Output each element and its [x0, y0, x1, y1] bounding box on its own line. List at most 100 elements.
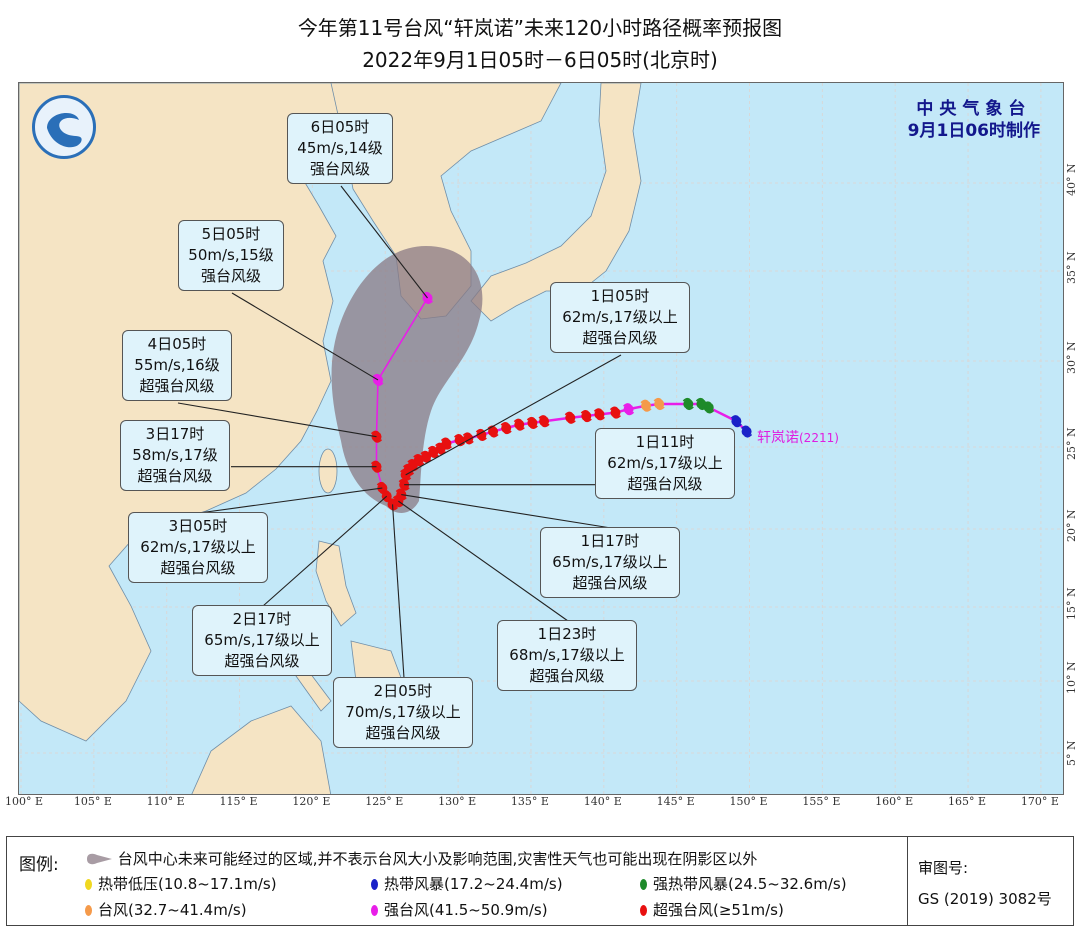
past-position-marker [653, 397, 665, 411]
typhoon-symbol-icon [683, 399, 694, 409]
legend: 图例: 台风中心未来可能经过的区域,并不表示台风大小及影响范围,灾害性天气也可能… [6, 836, 1074, 926]
label-wind: 65m/s,17级以上 [204, 631, 320, 649]
typhoon-symbol-icon [565, 412, 576, 423]
typhoon-symbol-icon [85, 879, 92, 890]
longitude-label: 130° E [438, 795, 477, 808]
label-wind: 62m/s,17级以上 [607, 454, 723, 472]
storm-name: 轩岚诺 [757, 430, 799, 446]
past-position-marker [695, 397, 707, 411]
latitude-label: 5° N [1065, 740, 1078, 766]
typhoon-symbol-icon [640, 905, 647, 916]
label-grade: 超强台风级 [224, 652, 300, 670]
past-position-marker [609, 406, 621, 419]
typhoon-symbol-icon [594, 409, 605, 420]
label-time: 2日17时 [232, 610, 292, 628]
forecast-label-box: 3日05时 62m/s,17级以上 超强台风级 [128, 512, 268, 583]
past-position-marker [538, 415, 550, 428]
typhoon-symbol-icon [371, 879, 378, 890]
label-wind: 50m/s,15级 [188, 246, 274, 264]
forecast-label-box: 6日05时 45m/s,14级 强台风级 [287, 113, 393, 184]
legend-label: 热带低压(10.8~17.1m/s) [98, 875, 277, 893]
leader-lines [177, 185, 622, 679]
label-wind: 55m/s,16级 [134, 356, 220, 374]
longitude-label: 150° E [729, 795, 768, 808]
past-position-marker [526, 416, 538, 429]
forecast-label-box: 1日17时 65m/s,17级以上 超强台风级 [540, 527, 680, 598]
forecast-label-box: 1日11时 62m/s,17级以上 超强台风级 [595, 428, 735, 499]
typhoon-symbol-icon [371, 905, 378, 916]
legend-item: 台风(32.7~41.4m/s) [85, 899, 247, 920]
label-wind: 45m/s,14级 [297, 139, 383, 157]
longitude-label: 145° E [656, 795, 695, 808]
typhoon-symbol-icon [696, 399, 707, 409]
longitude-label: 155° E [802, 795, 841, 808]
label-grade: 强台风级 [200, 267, 261, 285]
map-subtitle: 2022年9月1日05时－6日05时(北京时) [362, 48, 718, 72]
latitude-label: 30° N [1065, 341, 1078, 374]
legend-cone: 台风中心未来可能经过的区域,并不表示台风大小及影响范围,灾害性天气也可能出现在阴… [85, 848, 757, 869]
forecast-label-box: 1日23时 68m/s,17级以上 超强台风级 [497, 620, 637, 691]
longitude-label: 115° E [219, 795, 258, 808]
legend-label: 台风(32.7~41.4m/s) [98, 901, 247, 919]
longitude-label: 105° E [73, 795, 112, 808]
forecast-label-box: 3日17时 58m/s,17级 超强台风级 [120, 420, 230, 491]
longitude-label: 110° E [146, 795, 185, 808]
past-position-marker [427, 445, 439, 458]
typhoon-symbol-icon [85, 905, 92, 916]
label-grade: 超强台风级 [582, 329, 658, 347]
past-position-marker [730, 415, 742, 428]
forecast-label-box: 5日05时 50m/s,15级 强台风级 [178, 220, 284, 291]
label-grade: 超强台风级 [137, 467, 213, 485]
label-time: 1日11时 [635, 433, 695, 451]
forecast-label-box: 4日05时 55m/s,16级 超强台风级 [122, 330, 232, 401]
typhoon-symbol-icon [731, 416, 742, 427]
probability-cone [331, 246, 483, 513]
leader-line [198, 487, 383, 514]
label-time: 3日05时 [168, 517, 228, 535]
leader-line [231, 292, 379, 381]
longitude-label: 165° E [948, 795, 987, 808]
typhoon-symbol-icon [623, 404, 634, 415]
typhoon-symbol-icon [454, 435, 465, 446]
legend-item: 热带风暴(17.2~24.4m/s) [371, 873, 563, 894]
land-borneo [191, 705, 332, 794]
longitude-label: 160° E [875, 795, 914, 808]
past-position-marker [475, 428, 487, 441]
label-wind: 58m/s,17级 [132, 446, 218, 464]
typhoon-symbol-icon [428, 446, 439, 457]
leader-line [401, 494, 612, 529]
typhoon-symbol-icon [640, 879, 647, 890]
cone-text: 台风中心未来可能经过的区域,并不表示台风大小及影响范围,灾害性天气也可能出现在阴… [117, 850, 758, 868]
past-position-marker [623, 403, 635, 416]
made-time: 9月1日06时制作 [907, 121, 1040, 141]
leader-line [405, 354, 622, 476]
land-taiwan [318, 448, 338, 494]
label-grade: 超强台风级 [529, 667, 605, 685]
latitude-label: 10° N [1065, 661, 1078, 694]
typhoon-symbol-icon [501, 423, 512, 434]
legend-item: 强台风(41.5~50.9m/s) [371, 899, 548, 920]
latitude-label: 25° N [1065, 427, 1078, 460]
label-time: 5日05时 [201, 225, 261, 243]
typhoon-symbol-icon [610, 407, 621, 418]
label-wind: 70m/s,17级以上 [345, 703, 461, 721]
label-grade: 超强台风级 [572, 574, 648, 592]
label-time: 3日17时 [145, 425, 205, 443]
legend-label: 强热带风暴(24.5~32.6m/s) [653, 875, 847, 893]
typhoon-symbol-icon [488, 426, 499, 437]
leader-line [398, 500, 569, 622]
track-layer [370, 291, 753, 511]
label-grade: 超强台风级 [139, 377, 215, 395]
leader-line [177, 402, 377, 438]
cone-icon [87, 853, 112, 865]
cma-logo [32, 95, 96, 159]
label-time: 1日05时 [590, 287, 650, 305]
legend-label: 超强台风(≥51m/s) [653, 901, 784, 919]
longitude-label: 125° E [365, 795, 404, 808]
past-position-marker [564, 411, 576, 424]
land-japan [470, 83, 642, 322]
review-number: GS (2019) 3082号 [918, 890, 1052, 908]
forecast-label-box: 2日17时 65m/s,17级以上 超强台风级 [192, 605, 332, 676]
label-time: 4日05时 [147, 335, 207, 353]
leader-line [262, 495, 388, 607]
